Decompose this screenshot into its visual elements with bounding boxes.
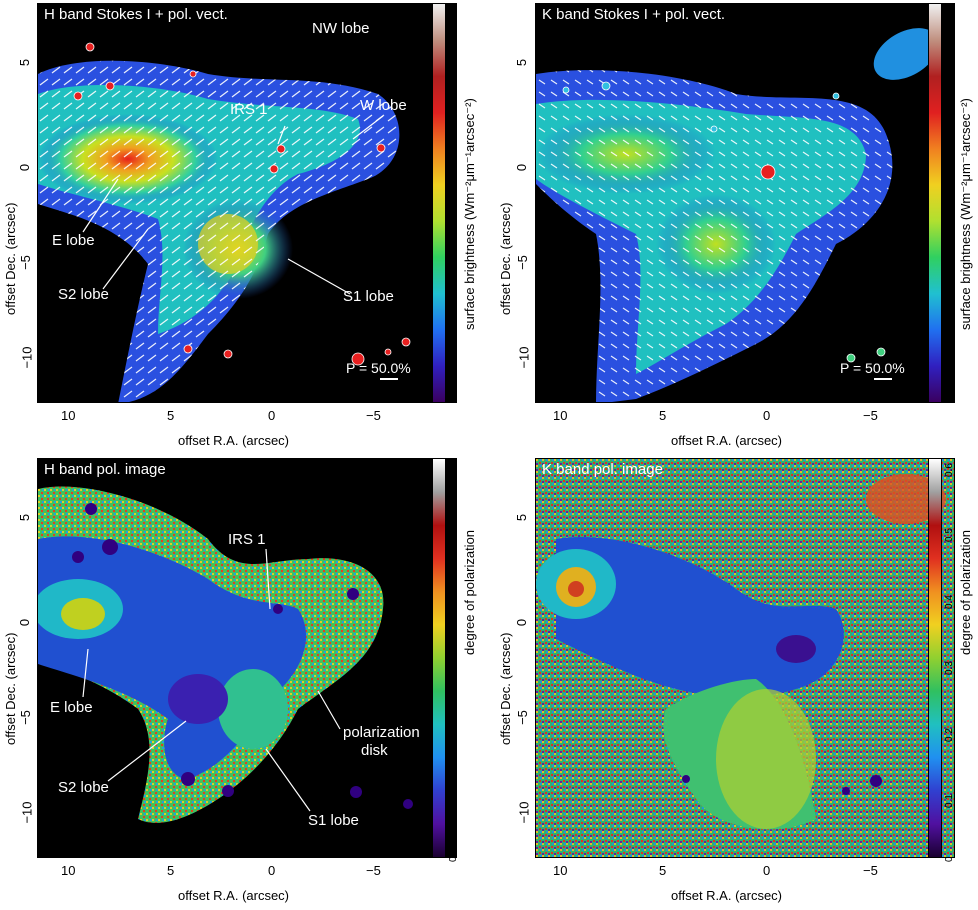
annotation-arrows [82, 115, 384, 295]
y-axis-label: offset Dec. (arcsec) [498, 202, 513, 315]
x-axis-label: offset R.A. (arcsec) [178, 433, 290, 448]
y-tick-label: 0 [17, 163, 33, 172]
y-tick-label: −5 [17, 710, 33, 725]
colorbar-tick-label: 0.5 [448, 528, 459, 542]
h-pol-image: H band pol. image IRS 1 E lobe polarizat… [37, 458, 457, 858]
colorbar-tick-label: 0.2 [944, 728, 955, 742]
x-tick-label: 10 [553, 863, 568, 878]
annotation-s1-lobe: S1 lobe [308, 812, 359, 829]
y-tick-label: 0 [514, 618, 530, 627]
y-tick-label: −10 [516, 346, 532, 369]
y-tick-label: 5 [514, 513, 530, 522]
colorbar-tick-label: 0.4 [448, 595, 459, 609]
x-axis-label: offset R.A. (arcsec) [671, 888, 783, 903]
colorbar-label: degree of polarization [462, 529, 477, 655]
polarization-scale-bar [380, 378, 398, 380]
colorbar-tick-label: 0.4 [944, 595, 955, 609]
y-tick-label: −10 [516, 801, 532, 824]
colorbar-tick-label: 0.2 [448, 728, 459, 742]
y-axis-label: offset Dec. (arcsec) [3, 632, 18, 745]
colorbar-tick-label: 0.6 [944, 463, 955, 477]
colorbar-tick-label: 10⁻¹⁴ [944, 225, 955, 250]
colorbar-tick-label: 10⁻¹⁴ [448, 45, 459, 70]
colorbar-tick-label: 0.1 [944, 794, 955, 808]
colorbar-label: surface brightness (Wm⁻²μm⁻¹arcsec⁻²) [462, 98, 477, 330]
x-tick-label: 5 [659, 408, 667, 423]
annotation-irs1: IRS 1 [230, 101, 268, 118]
colorbar-tick-label: 0.1 [448, 794, 459, 808]
x-tick-label: 5 [167, 408, 175, 423]
y-tick-label: 0 [17, 618, 33, 627]
x-tick-label: 0 [763, 408, 771, 423]
x-tick-label: 0 [268, 863, 276, 878]
annotation-w-lobe: W lobe [360, 97, 407, 114]
colorbar [432, 458, 446, 858]
x-tick-label: 10 [61, 408, 76, 423]
x-axis-label: offset R.A. (arcsec) [178, 888, 290, 903]
x-tick-label: 10 [553, 408, 568, 423]
polarization-scale-label: P = 50.0% [346, 360, 411, 376]
colorbar [928, 458, 942, 858]
annotation-s2-lobe: S2 lobe [58, 286, 109, 303]
annotation-s1-lobe: S1 lobe [343, 288, 394, 305]
annotation-polarization: polarization [343, 724, 420, 741]
panel-title: K band Stokes I + pol. vect. [542, 6, 726, 23]
polarization-scale-label: P = 50.0% [840, 360, 905, 376]
colorbar-tick-label: 10⁻¹⁵ [448, 156, 459, 180]
polarization-scale-bar [874, 378, 892, 380]
annotation-nw-lobe: NW lobe [312, 20, 370, 37]
x-tick-label: 0 [763, 863, 771, 878]
annotation-disk: disk [361, 742, 388, 759]
y-tick-label: −5 [17, 255, 33, 270]
x-tick-label: −5 [366, 408, 381, 423]
annotation-s2-lobe: S2 lobe [58, 779, 109, 796]
x-tick-label: −5 [863, 863, 878, 878]
y-tick-label: 5 [514, 58, 530, 67]
annotation-e-lobe: E lobe [52, 232, 95, 249]
x-tick-label: 10 [61, 863, 76, 878]
annotation-e-lobe: E lobe [50, 699, 93, 716]
colorbar-tick-label: 0.3 [448, 661, 459, 675]
x-tick-label: −5 [366, 863, 381, 878]
colorbar-tick-label: 0.3 [944, 661, 955, 675]
x-tick-label: 5 [167, 863, 175, 878]
panel-title: H band pol. image [44, 461, 166, 478]
panel-title: K band pol. image [542, 461, 663, 478]
x-tick-label: −5 [863, 408, 878, 423]
y-tick-label: 5 [17, 513, 33, 522]
colorbar-tick-label: 10⁻¹³ [944, 101, 955, 125]
k-pol-image: K band pol. image [535, 458, 955, 858]
colorbar-label: surface brightness (Wm⁻²μm⁻¹arcsec⁻²) [958, 98, 973, 330]
y-axis-label: offset Dec. (arcsec) [498, 632, 513, 745]
k-stokes-image: K band Stokes I + pol. vect. P = 50.0% [535, 3, 955, 403]
y-tick-label: −10 [19, 346, 35, 369]
colorbar-tick-label: 0.5 [944, 528, 955, 542]
y-tick-label: 5 [17, 58, 33, 67]
x-tick-label: 0 [268, 408, 276, 423]
colorbar-tick-label: 0 [944, 856, 955, 862]
colorbar-tick-label: 0.6 [448, 463, 459, 477]
colorbar-label: degree of polarization [958, 529, 973, 655]
y-tick-label: −10 [19, 801, 35, 824]
colorbar [928, 3, 942, 403]
y-tick-label: 0 [514, 163, 530, 172]
y-tick-label: −5 [514, 255, 530, 270]
annotation-irs1: IRS 1 [228, 531, 266, 548]
y-axis-label: offset Dec. (arcsec) [3, 202, 18, 315]
colorbar-tick-label: 10⁻¹⁵ [944, 351, 955, 375]
annotation-arrows [82, 548, 341, 812]
h-stokes-image: H band Stokes I + pol. vect. NW lobe IRS… [37, 3, 457, 403]
panel-title: H band Stokes I + pol. vect. [44, 6, 228, 23]
x-tick-label: 5 [659, 863, 667, 878]
colorbar [432, 3, 446, 403]
colorbar-tick-label: 10⁻¹⁶ [448, 271, 459, 295]
x-axis-label: offset R.A. (arcsec) [671, 433, 783, 448]
y-tick-label: −5 [514, 710, 530, 725]
colorbar-tick-label: 0 [448, 856, 459, 862]
